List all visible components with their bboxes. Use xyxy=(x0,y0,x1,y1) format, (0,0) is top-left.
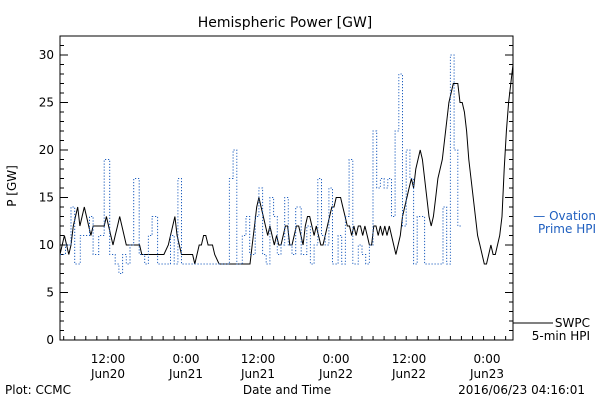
y-axis-label: P [GW] xyxy=(5,165,19,207)
x-tick-time: 12:00 xyxy=(91,352,126,366)
x-tick-date: Jun21 xyxy=(240,367,275,381)
x-tick-date: Jun23 xyxy=(469,367,504,381)
x-axis-label: Date and Time xyxy=(243,383,331,397)
x-tick-date: Jun20 xyxy=(90,367,125,381)
x-tick-time: 12:00 xyxy=(392,352,427,366)
x-tick-time: 0:00 xyxy=(474,352,501,366)
swpc-hpi-line xyxy=(59,64,514,265)
legend-swpc-line2: 5-min HPI xyxy=(532,329,590,343)
x-tick-time: 0:00 xyxy=(323,352,350,366)
x-tick-date: Jun21 xyxy=(168,367,203,381)
footer-timestamp: 2016/06/23 04:16:01 xyxy=(458,383,585,397)
y-tick-label: 30 xyxy=(39,48,54,62)
legend-ovation-line2: Prime HPI xyxy=(538,222,596,236)
x-tick-date: Jun22 xyxy=(391,367,426,381)
y-tick-label: 20 xyxy=(39,143,54,157)
legend-ovation-line1: — Ovation xyxy=(533,209,596,223)
x-axis: 12:00Jun200:00Jun2112:00Jun210:00Jun2212… xyxy=(63,336,507,381)
y-tick-label: 5 xyxy=(46,286,54,300)
y-axis: 0 5 10 15 20 25 30 xyxy=(39,35,513,347)
y-tick-label: 15 xyxy=(39,191,54,205)
plot-frame xyxy=(59,35,514,341)
x-tick-time: 12:00 xyxy=(241,352,276,366)
ovation-hpi-line xyxy=(60,54,462,274)
chart-title: Hemispheric Power [GW] xyxy=(198,15,373,31)
y-tick-label: 10 xyxy=(39,238,54,252)
x-tick-time: 0:00 xyxy=(173,352,200,366)
y-tick-label: 25 xyxy=(39,96,54,110)
series-layer xyxy=(59,54,514,274)
x-tick-date: Jun22 xyxy=(318,367,353,381)
footer-plot-credit: Plot: CCMC xyxy=(5,383,71,397)
legend-swpc-line1: SWPC xyxy=(555,316,590,330)
y-tick-label: 0 xyxy=(46,333,54,347)
